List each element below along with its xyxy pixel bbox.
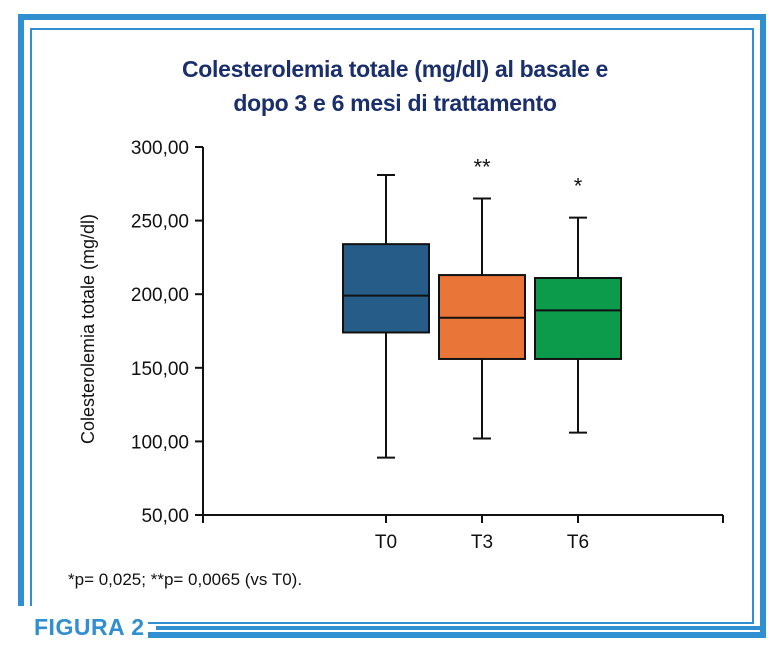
box-t6 [534,277,622,360]
chart-title-line-1: Colesterolemia totale (mg/dl) al basale … [181,56,609,82]
x-tick-label-t3: T3 [471,532,493,553]
y-tick-label: 100,00 [131,432,189,453]
inner-frame [30,28,754,624]
y-axis-label: Colesterolemia totale (mg/dl) [78,214,98,444]
y-tick-label: 250,00 [131,212,189,233]
y-tick-label: 50,00 [141,506,189,527]
figure-rule-thick [156,626,766,630]
y-tick-label: 300,00 [131,138,189,159]
box-t0 [342,243,430,334]
chart-title: Colesterolemia totale (mg/dl) al basale … [60,52,730,120]
x-tick-label-t6: T6 [567,532,589,553]
y-tick-label: 200,00 [131,285,189,306]
outer-frame [18,14,766,638]
figure-label-box: FIGURA 2 [18,606,148,646]
x-tick-label-t0: T0 [375,532,397,553]
y-tick-label: 150,00 [131,359,189,380]
figure-rule-thin [156,633,766,635]
footnote: *p= 0,025; **p= 0,0065 (vs T0). [68,570,303,589]
significance-marker-t6: * [574,174,583,199]
significance-marker-t3: ** [473,155,491,180]
figure-label: FIGURA 2 [34,614,145,640]
chart-title-line-2: dopo 3 e 6 mesi di trattamento [233,90,557,116]
